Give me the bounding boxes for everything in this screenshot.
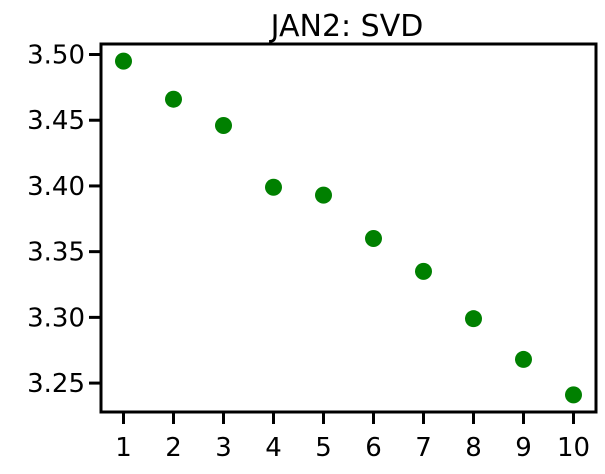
data-point [315,186,332,204]
data-point [565,386,582,404]
x-tick-label: 9 [515,433,532,463]
x-tick-label: 10 [557,433,590,463]
y-tick-label: 3.25 [27,369,85,399]
x-tick-label: 7 [415,433,432,463]
x-axis: 1 2 3 4 5 6 7 8 9 10 [115,412,590,463]
data-point [365,230,382,248]
data-points [115,52,582,404]
x-tick-label: 4 [265,433,282,463]
x-tick-label: 3 [215,433,232,463]
x-tick-label: 1 [115,433,132,463]
x-tick-label: 5 [315,433,332,463]
x-tick-label: 2 [165,433,182,463]
y-tick-label: 3.40 [27,172,85,202]
data-point [415,262,432,280]
data-point [115,52,132,70]
data-point [465,310,482,328]
data-point [215,116,232,134]
x-tick-label: 6 [365,433,382,463]
y-axis: 3.25 3.30 3.35 3.40 3.45 3.50 [27,41,101,399]
chart-title: JAN2: SVD [269,9,424,44]
data-point [265,178,282,196]
y-tick-label: 3.50 [27,41,85,71]
data-point [165,90,182,108]
y-tick-label: 3.35 [27,238,85,268]
y-tick-label: 3.45 [27,106,85,136]
y-tick-label: 3.30 [27,303,85,333]
x-tick-label: 8 [465,433,482,463]
plot-frame [99,42,598,414]
data-point [515,350,532,368]
